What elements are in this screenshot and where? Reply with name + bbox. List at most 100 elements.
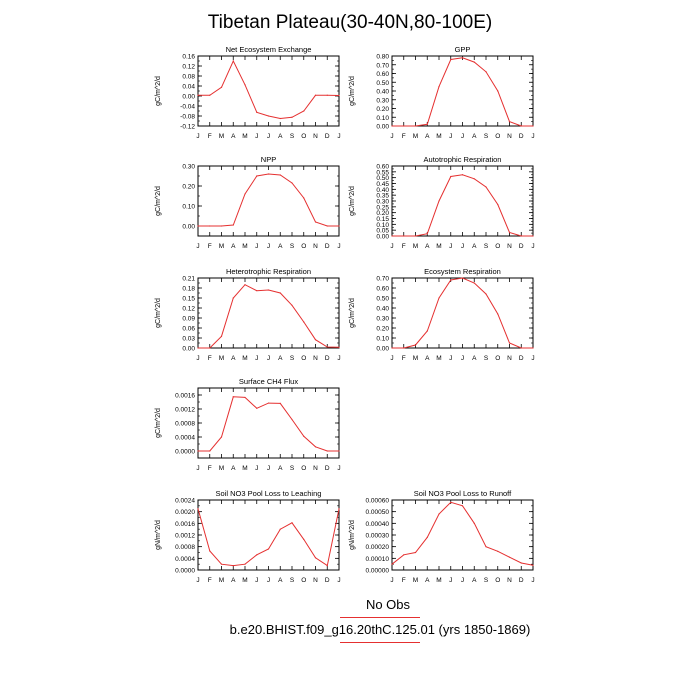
x-tick-label: A	[278, 465, 283, 472]
x-tick-label: F	[402, 133, 406, 140]
data-point	[220, 436, 223, 438]
y-tick-label: 0.10	[376, 336, 389, 343]
x-tick-label: S	[484, 133, 489, 140]
data-point	[279, 528, 281, 530]
x-tick-label: J	[255, 243, 258, 250]
data-point	[209, 347, 211, 349]
data-point	[473, 61, 475, 63]
data-point	[232, 224, 234, 226]
y-tick-label: 0.06	[182, 326, 195, 333]
data-point	[314, 339, 317, 341]
x-tick-label: A	[231, 355, 236, 362]
chart-title: Net Ecosystem Exchange	[226, 45, 312, 54]
x-tick-label: J	[196, 577, 199, 584]
x-tick-label: J	[196, 355, 199, 362]
y-tick-label: 0.00	[182, 224, 195, 231]
series-line	[198, 396, 339, 452]
data-point	[532, 125, 534, 127]
x-tick-label: J	[461, 133, 464, 140]
data-point	[209, 225, 211, 227]
data-point	[267, 548, 270, 550]
x-tick-label: J	[267, 577, 270, 584]
data-point	[391, 347, 393, 349]
y-tick-label: 0.10	[182, 204, 195, 211]
y-tick-label: 0.80	[376, 54, 389, 61]
data-point	[485, 546, 487, 548]
x-tick-label: D	[519, 577, 524, 584]
chart-title: Surface CH4 Flux	[239, 377, 298, 386]
x-tick-label: A	[278, 243, 283, 250]
x-tick-label: J	[390, 577, 393, 584]
data-point	[426, 233, 428, 235]
y-tick-label: 0.70	[376, 276, 389, 283]
data-point	[450, 501, 452, 503]
data-point	[197, 225, 199, 227]
y-tick-label: 0.40	[376, 89, 389, 96]
y-tick-label: 0.20	[376, 106, 389, 113]
x-tick-label: J	[449, 133, 452, 140]
y-tick-label: 0.40	[376, 306, 389, 313]
x-tick-label: J	[461, 243, 464, 250]
y-tick-label: 0.00030	[366, 533, 390, 540]
data-point	[426, 123, 428, 125]
y-tick-label: 0.15	[182, 296, 195, 303]
y-tick-label: 0.20	[182, 184, 195, 191]
data-point	[438, 297, 440, 299]
data-point	[267, 173, 270, 175]
data-point	[450, 279, 452, 281]
data-point	[391, 235, 393, 237]
y-axis-label: gC/m^2/d	[349, 298, 356, 328]
series-line	[392, 277, 533, 349]
x-tick-label: A	[472, 577, 477, 584]
y-tick-label: -0.12	[180, 124, 195, 131]
data-point	[244, 84, 246, 86]
x-tick-label: S	[290, 577, 295, 584]
x-tick-label: J	[390, 133, 393, 140]
y-axis-label: gC/m^2/d	[155, 186, 162, 216]
x-tick-label: M	[242, 465, 247, 472]
y-tick-label: 0.30	[376, 97, 389, 104]
data-point	[473, 178, 475, 180]
data-point	[314, 446, 317, 448]
x-tick-label: O	[301, 355, 306, 362]
data-point	[473, 282, 475, 284]
x-tick-label: O	[301, 243, 306, 250]
data-point	[497, 203, 499, 206]
x-tick-label: J	[531, 133, 534, 140]
x-tick-label: J	[531, 355, 534, 362]
x-tick-label: A	[278, 577, 283, 584]
x-tick-label: M	[242, 577, 247, 584]
y-axis-label: gC/m^2/d	[155, 76, 162, 106]
data-point	[520, 562, 522, 564]
data-point	[338, 225, 340, 227]
data-point	[256, 175, 258, 177]
data-point	[232, 396, 234, 398]
chart-panel-1: Net Ecosystem Exchange gC/m^2/d -0.12 -0.08…	[155, 45, 341, 140]
data-point	[508, 342, 511, 344]
y-tick-label: 0.00010	[366, 556, 390, 563]
series-line	[392, 57, 533, 127]
x-tick-label: J	[196, 133, 199, 140]
data-point	[520, 235, 522, 237]
x-tick-label: J	[337, 133, 340, 140]
x-tick-label: J	[337, 243, 340, 250]
x-tick-label: M	[436, 577, 441, 584]
y-tick-label: 0.00060	[366, 498, 390, 505]
data-point	[291, 522, 293, 524]
data-point	[532, 564, 534, 566]
y-axis-label: gN/m^2/d	[349, 520, 356, 550]
data-point	[461, 277, 464, 279]
x-tick-label: D	[325, 465, 330, 472]
y-tick-label: 0.0004	[175, 556, 195, 563]
x-tick-label: A	[231, 243, 236, 250]
chart-title: Soil NO3 Pool Loss to Runoff	[414, 489, 512, 498]
x-tick-label: M	[413, 577, 418, 584]
data-point	[220, 563, 223, 565]
y-tick-label: 0.0016	[175, 393, 195, 400]
data-point	[485, 293, 487, 295]
data-point	[209, 450, 211, 452]
x-tick-label: M	[436, 355, 441, 362]
series-line	[391, 501, 534, 566]
data-point	[244, 563, 246, 565]
